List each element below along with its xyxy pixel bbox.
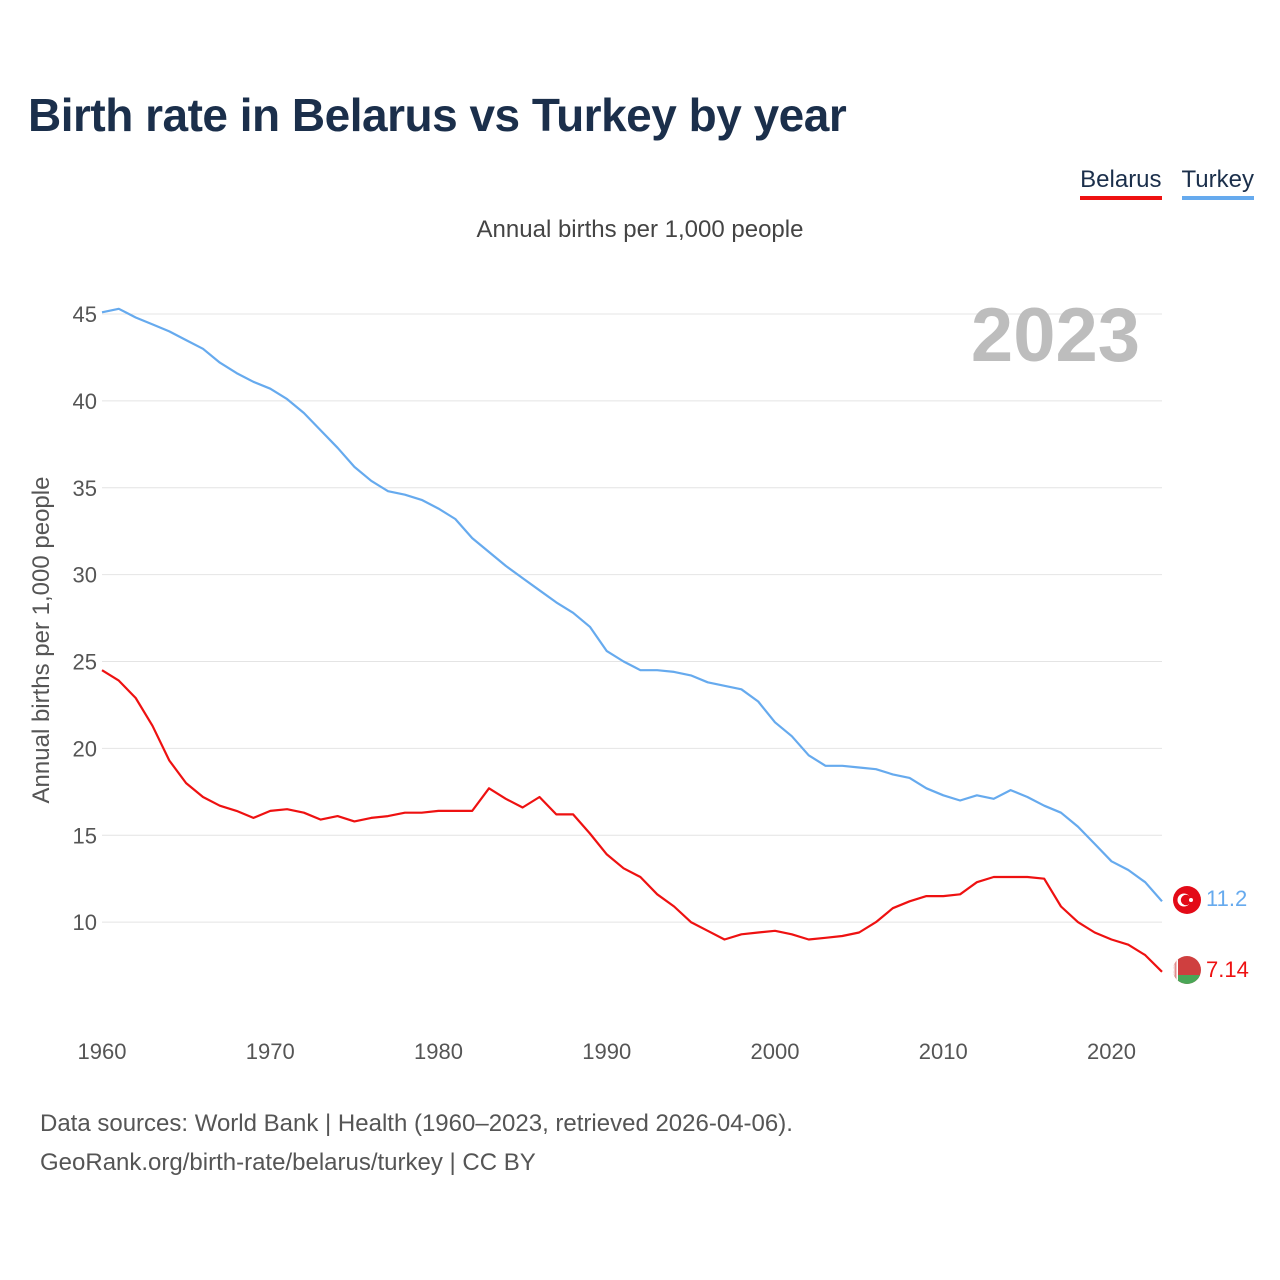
turkey-end-value: 11.2 [1206, 886, 1247, 911]
y-tick-label: 40 [73, 389, 97, 414]
x-tick-label: 1970 [246, 1039, 295, 1064]
y-tick-label: 25 [73, 650, 97, 675]
y-tick-label: 20 [73, 736, 97, 761]
series-line-turkey [101, 307, 1163, 903]
x-tick-label: 2020 [1087, 1039, 1136, 1064]
x-axis-ticks: 1960 1970 1980 1990 2000 2010 2020 [78, 1039, 1136, 1064]
y-tick-label: 15 [73, 823, 97, 848]
chart-title: Birth rate in Belarus vs Turkey by year [28, 89, 847, 141]
series-line-belarus [101, 669, 1163, 973]
turkey-flag-icon [1173, 886, 1201, 914]
year-watermark: 2023 [971, 293, 1140, 378]
y-tick-label: 10 [73, 910, 97, 935]
x-tick-label: 2000 [751, 1039, 800, 1064]
y-tick-label: 30 [73, 563, 97, 588]
legend: Belarus Turkey [1080, 166, 1254, 200]
x-tick-label: 2010 [919, 1039, 968, 1064]
y-tick-label: 35 [73, 476, 97, 501]
x-tick-label: 1990 [582, 1039, 631, 1064]
x-tick-label: 1980 [414, 1039, 463, 1064]
legend-item-belarus[interactable]: Belarus [1080, 166, 1162, 200]
belarus-end-value: 7.14 [1206, 957, 1249, 982]
legend-item-turkey[interactable]: Turkey [1181, 166, 1254, 200]
source-notes: Data sources: World Bank | Health (1960–… [40, 1104, 793, 1182]
series-lines [101, 307, 1163, 973]
chart-subtitle: Annual births per 1,000 people [476, 216, 804, 243]
y-tick-label: 45 [73, 302, 97, 327]
gridlines [102, 313, 1162, 923]
x-tick-label: 1960 [78, 1039, 127, 1064]
source-line-1: Data sources: World Bank | Health (1960–… [40, 1110, 793, 1137]
source-line-2: GeoRank.org/birth-rate/belarus/turkey | … [40, 1149, 536, 1176]
belarus-flag-icon [1173, 956, 1201, 984]
y-axis-ticks: 10 15 20 25 30 35 40 45 [73, 302, 97, 935]
